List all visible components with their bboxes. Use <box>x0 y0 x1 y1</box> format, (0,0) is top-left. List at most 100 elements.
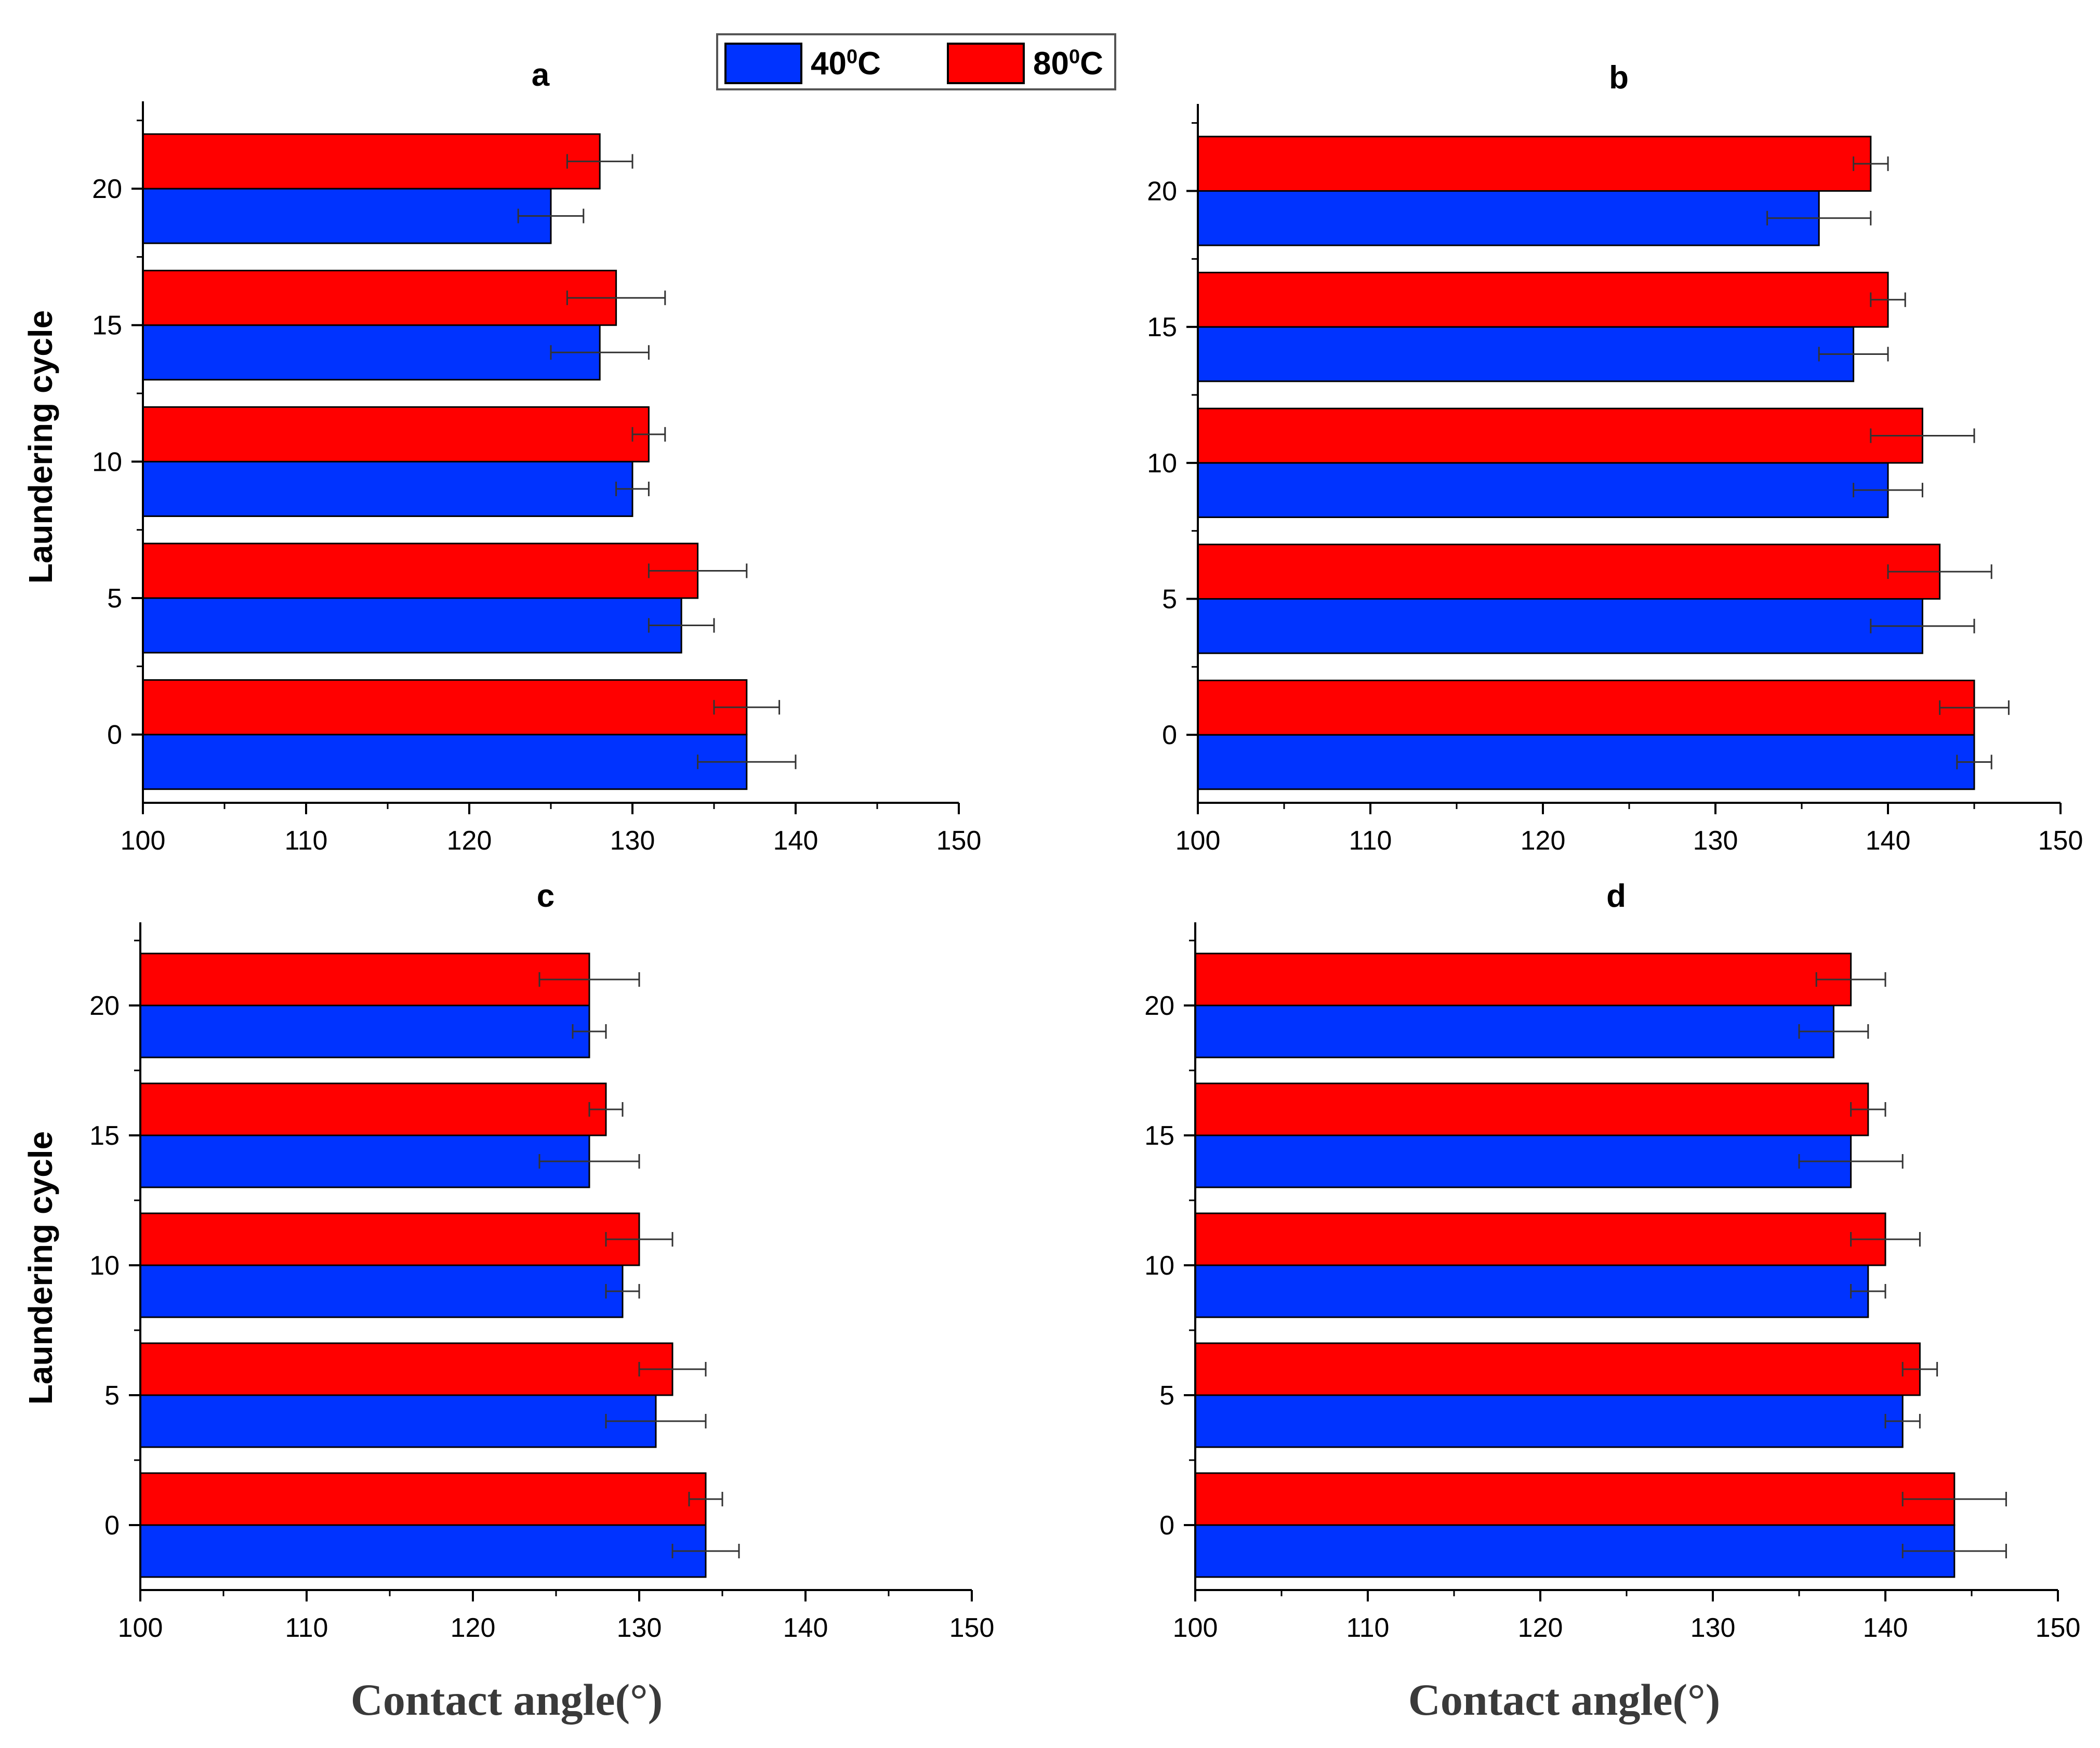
error-bar-b-80c-cycle-5 <box>1887 564 1992 579</box>
bar-d-80c-cycle-20 <box>1194 952 1852 1007</box>
y-tick-label-d-5: 5 <box>1159 1381 1174 1411</box>
error-bar-a-80c-cycle-15 <box>566 290 666 306</box>
y-tick-label-b-0: 0 <box>1162 720 1177 750</box>
bar-b-40c-cycle-0 <box>1197 734 1975 790</box>
error-bar-a-40c-cycle-20 <box>517 208 585 223</box>
panel-b: 100 110 120 130 140 150 0 5 10 15 20 b <box>1147 60 2083 856</box>
bar-c-40c-cycle-20 <box>139 1004 590 1058</box>
bar-d-80c-cycle-5 <box>1194 1342 1921 1396</box>
bar-d-40c-cycle-20 <box>1194 1004 1834 1058</box>
y-tick-label-d-0: 0 <box>1159 1511 1174 1541</box>
error-bar-d-80c-cycle-10 <box>1850 1232 1921 1247</box>
x-tick-label-d-110: 110 <box>1346 1613 1390 1643</box>
x-axis-label-c: Contact angle(°) <box>351 1675 663 1725</box>
error-bar-d-80c-cycle-20 <box>1815 972 1886 987</box>
y-tick-label-b-15: 15 <box>1147 312 1177 342</box>
x-tick-label-a-140: 140 <box>773 826 818 856</box>
y-tick-label-c-10: 10 <box>89 1251 120 1281</box>
error-bar-b-40c-cycle-5 <box>1870 618 1975 633</box>
x-tick-label-d-140: 140 <box>1863 1613 1908 1643</box>
error-bar-b-80c-cycle-0 <box>1939 700 2010 715</box>
x-tick-label-d-100: 100 <box>1173 1613 1218 1643</box>
error-bar-c-40c-cycle-0 <box>671 1544 740 1558</box>
panel-title-d: d <box>1606 878 1626 914</box>
x-tick-label-b-150: 150 <box>2038 826 2083 856</box>
y-tick-label-a-10: 10 <box>92 447 122 477</box>
error-bar-c-80c-cycle-10 <box>605 1232 673 1247</box>
x-tick-label-b-140: 140 <box>1866 826 1911 856</box>
error-bar-b-40c-cycle-10 <box>1853 483 1923 498</box>
error-bar-c-40c-cycle-15 <box>538 1154 640 1169</box>
error-bar-a-80c-cycle-20 <box>566 154 633 169</box>
legend-swatch-80c <box>947 43 1025 84</box>
bar-b-80c-cycle-20 <box>1197 136 1872 192</box>
panel-title-c: c <box>537 878 554 914</box>
bar-a-80c-cycle-15 <box>142 270 617 326</box>
bar-a-40c-cycle-20 <box>142 188 552 244</box>
bar-c-40c-cycle-10 <box>139 1264 624 1318</box>
x-tick-label-a-130: 130 <box>610 826 655 856</box>
panel-c: 100 110 120 130 140 150 0 5 10 15 20 c <box>89 878 994 1643</box>
x-tick-label-a-100: 100 <box>121 826 166 856</box>
error-bar-c-40c-cycle-5 <box>605 1414 707 1428</box>
x-tick-label-c-110: 110 <box>285 1613 328 1643</box>
bar-b-40c-cycle-20 <box>1197 190 1820 246</box>
bar-d-40c-cycle-5 <box>1194 1394 1904 1448</box>
bar-b-80c-cycle-0 <box>1197 679 1975 736</box>
error-bar-d-80c-cycle-0 <box>1901 1492 2007 1506</box>
x-tick-label-b-100: 100 <box>1176 826 1221 856</box>
bar-a-40c-cycle-5 <box>142 597 682 654</box>
bar-c-80c-cycle-20 <box>139 952 590 1007</box>
error-bar-c-80c-cycle-5 <box>638 1362 707 1376</box>
x-tick-label-c-120: 120 <box>451 1613 496 1643</box>
y-axis-label-c: Laundering cycle <box>22 1131 59 1405</box>
error-bar-a-40c-cycle-5 <box>648 618 715 633</box>
x-tick-label-b-130: 130 <box>1693 826 1738 856</box>
y-tick-label-c-15: 15 <box>89 1121 120 1151</box>
y-tick-label-c-0: 0 <box>104 1511 120 1541</box>
error-bar-a-80c-cycle-0 <box>713 700 781 715</box>
y-tick-label-c-20: 20 <box>89 991 120 1021</box>
y-tick-label-b-10: 10 <box>1147 448 1177 479</box>
bar-c-40c-cycle-0 <box>139 1524 707 1578</box>
y-tick-label-d-20: 20 <box>1144 991 1174 1021</box>
error-bar-b-40c-cycle-0 <box>1956 754 1992 770</box>
error-bar-c-40c-cycle-10 <box>605 1284 640 1299</box>
error-bar-b-80c-cycle-15 <box>1870 292 1906 307</box>
x-tick-label-c-130: 130 <box>617 1613 662 1643</box>
bar-c-80c-cycle-5 <box>139 1342 673 1396</box>
x-tick-label-b-120: 120 <box>1521 826 1566 856</box>
x-tick-label-c-100: 100 <box>118 1613 163 1643</box>
y-tick-label-d-10: 10 <box>1144 1251 1174 1281</box>
x-tick-label-a-110: 110 <box>285 826 328 856</box>
error-bar-c-40c-cycle-20 <box>572 1024 607 1039</box>
error-bar-d-40c-cycle-10 <box>1850 1284 1886 1299</box>
error-bar-d-80c-cycle-15 <box>1850 1102 1886 1117</box>
bar-a-80c-cycle-20 <box>142 133 601 190</box>
x-tick-label-c-140: 140 <box>783 1613 828 1643</box>
bar-b-80c-cycle-10 <box>1197 407 1923 464</box>
error-bar-b-40c-cycle-15 <box>1818 347 1889 362</box>
legend-item-40c: 400C <box>724 43 881 84</box>
bar-c-80c-cycle-10 <box>139 1212 640 1266</box>
error-bar-b-80c-cycle-20 <box>1853 156 1889 171</box>
legend-item-80c: 800C <box>947 43 1103 84</box>
bar-a-80c-cycle-5 <box>142 542 699 599</box>
y-tick-label-c-5: 5 <box>104 1381 120 1411</box>
legend-label-80c: 800C <box>1033 45 1103 82</box>
panel-title-b: b <box>1609 60 1629 96</box>
x-tick-label-a-120: 120 <box>447 826 492 856</box>
bar-d-80c-cycle-10 <box>1194 1212 1886 1266</box>
x-tick-label-b-110: 110 <box>1349 826 1392 856</box>
x-tick-label-a-150: 150 <box>936 826 982 856</box>
legend-label-40c: 400C <box>811 45 881 82</box>
panel-d: 100 110 120 130 140 150 0 5 10 15 20 d <box>1144 878 2080 1643</box>
bar-d-40c-cycle-0 <box>1194 1524 1956 1578</box>
y-tick-label-a-20: 20 <box>92 174 122 204</box>
y-tick-label-b-20: 20 <box>1147 176 1177 206</box>
bar-b-40c-cycle-10 <box>1197 462 1889 518</box>
x-tick-label-d-130: 130 <box>1690 1613 1736 1643</box>
bar-c-40c-cycle-15 <box>139 1134 590 1188</box>
y-tick-label-d-15: 15 <box>1144 1121 1174 1151</box>
error-bar-d-40c-cycle-20 <box>1798 1024 1869 1039</box>
